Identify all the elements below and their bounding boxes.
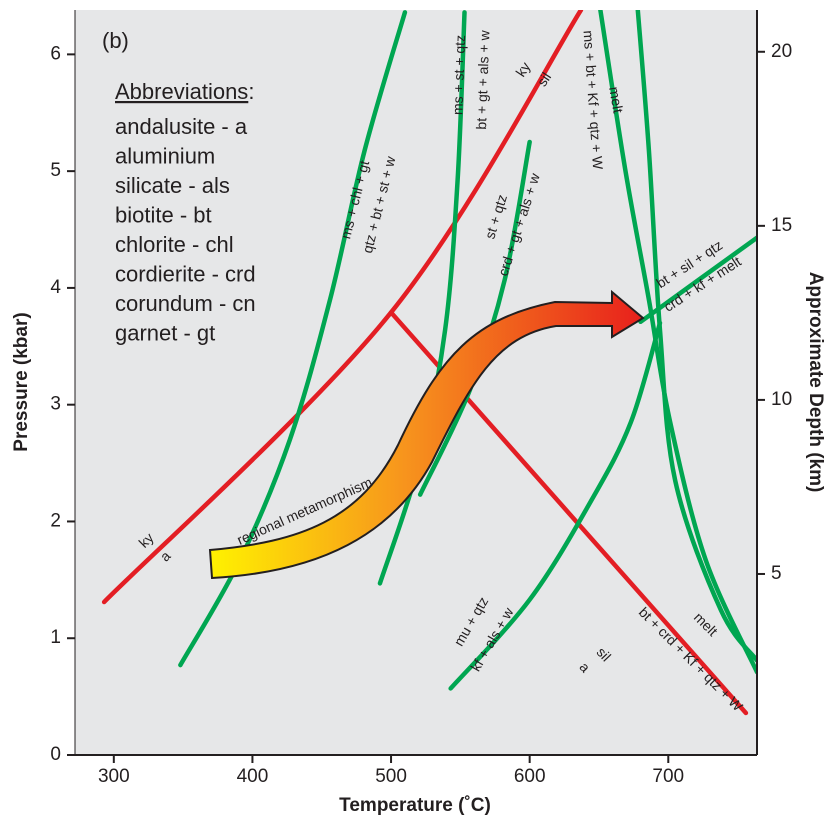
y2-tick-label: 15 [771,215,792,236]
x-tick-label: 600 [514,766,546,787]
y2-tick-label: 10 [771,389,792,410]
x-tick-label: 700 [652,766,684,787]
heading: Abbreviations [115,79,248,104]
y-tick-label: 1 [50,627,61,648]
y2-axis-title: Approximate Depth (km) [805,272,826,493]
y-tick-label: 2 [50,510,61,531]
x-tick-label: 300 [98,766,130,787]
panel-label: (b) [102,28,129,53]
y-tick-label: 6 [50,43,61,64]
y-tick-label: 0 [50,744,61,765]
y-axis-title: Pressure (kbar) [11,312,32,451]
abbreviations-heading: Abbreviations: [115,79,254,104]
pt-path-arrow [208,289,645,580]
line-label: ms + st + qtz [449,35,468,116]
phase-boundary [635,10,757,663]
abbreviation: garnet - gt [115,320,215,345]
x-axis-title: Temperature (˚C) [339,795,491,816]
phase-boundary [598,10,757,675]
heading-suffix: : [248,79,254,104]
x-tick-label: 500 [375,766,407,787]
phase-boundary [388,310,749,716]
line-label: bt + gt + als + w [473,29,492,130]
abbreviation: andalusite - a [115,114,248,139]
y-tick-label: 3 [50,394,61,415]
phase-boundary [448,320,663,691]
abbreviation: cordierite - crd [115,261,256,286]
phase-boundary [638,235,757,325]
y-tick-label: 4 [50,277,61,298]
abbreviation: corundum - cn [115,291,256,316]
abbreviation: biotite - bt [115,202,212,227]
line-label: melt [606,85,626,114]
abbreviation: silicate - als [115,173,230,198]
abbreviation: aluminium [115,143,215,168]
x-tick-label: 400 [237,766,269,787]
y-tick-label: 5 [50,160,61,181]
abbreviation: chlorite - chl [115,232,234,257]
y2-tick-label: 5 [771,563,782,584]
y2-tick-label: 20 [771,41,792,62]
phase-boundary [377,10,467,586]
